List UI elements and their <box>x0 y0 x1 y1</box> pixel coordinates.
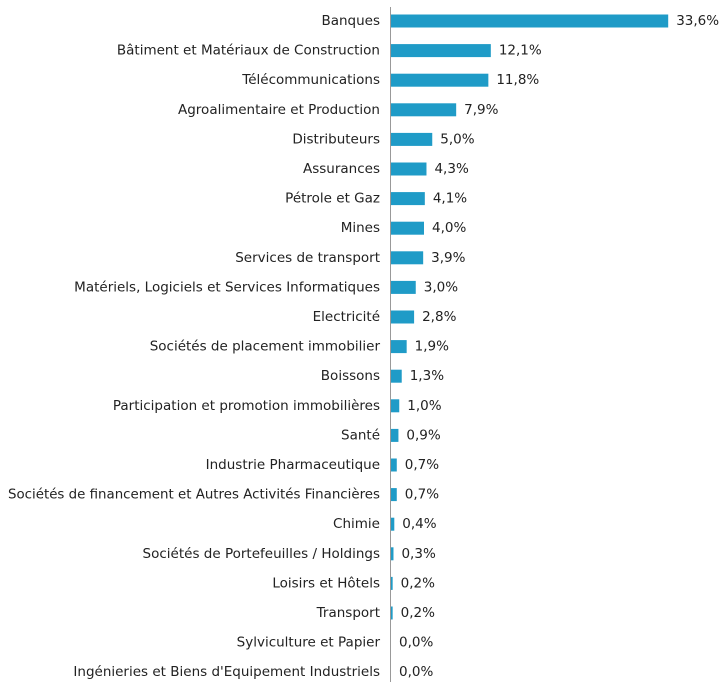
value-label: 12,1% <box>499 43 542 59</box>
category-label: Sylviculture et Papier <box>237 635 381 651</box>
value-label: 1,3% <box>410 368 444 384</box>
category-label: Matériels, Logiciels et Services Informa… <box>74 279 380 295</box>
category-label: Services de transport <box>235 250 380 266</box>
value-label: 0,7% <box>405 487 439 503</box>
bar <box>391 399 400 413</box>
bar <box>391 458 397 472</box>
bar <box>391 280 416 294</box>
value-label: 0,0% <box>399 664 433 680</box>
category-label: Sociétés de financement et Autres Activi… <box>8 487 380 503</box>
bar <box>391 132 433 146</box>
category-label: Assurances <box>303 161 380 177</box>
category-label: Sociétés de Portefeuilles / Holdings <box>143 546 380 562</box>
value-label: 1,0% <box>407 398 441 414</box>
category-label: Bâtiment et Matériaux de Construction <box>117 43 380 59</box>
value-label: 4,1% <box>433 191 467 207</box>
bar <box>391 73 489 87</box>
bar <box>391 606 393 620</box>
category-label: Chimie <box>333 516 380 532</box>
value-label: 0,4% <box>402 516 436 532</box>
bar <box>391 576 393 590</box>
bar <box>391 221 424 235</box>
bar <box>391 547 394 561</box>
value-label: 0,7% <box>405 457 439 473</box>
category-label: Mines <box>341 220 380 236</box>
value-label: 1,9% <box>415 339 449 355</box>
category-label: Agroalimentaire et Production <box>178 102 380 118</box>
value-label: 0,2% <box>401 605 435 621</box>
value-label: 0,3% <box>401 546 435 562</box>
value-label: 0,9% <box>406 427 440 443</box>
category-label: Transport <box>316 605 380 621</box>
value-label: 33,6% <box>676 13 719 29</box>
value-label: 2,8% <box>422 309 456 325</box>
value-label: 0,0% <box>399 635 433 651</box>
category-label: Santé <box>341 427 380 443</box>
category-label: Industrie Pharmaceutique <box>206 457 380 473</box>
bar <box>391 251 424 265</box>
value-label: 5,0% <box>440 131 474 147</box>
category-label: Pétrole et Gaz <box>285 191 380 207</box>
value-label: 7,9% <box>464 102 498 118</box>
category-label: Distributeurs <box>292 131 380 147</box>
value-label: 3,0% <box>424 279 458 295</box>
bar <box>391 517 395 531</box>
bar <box>391 369 402 383</box>
category-label: Electricité <box>313 309 380 325</box>
bar <box>391 310 415 324</box>
bar <box>391 14 669 28</box>
value-label: 4,3% <box>434 161 468 177</box>
bar <box>391 103 457 117</box>
value-label: 3,9% <box>431 250 465 266</box>
bar <box>391 428 399 442</box>
bar <box>391 162 427 176</box>
category-label: Boissons <box>321 368 380 384</box>
value-label: 0,2% <box>401 575 435 591</box>
bar <box>391 340 407 354</box>
category-label: Ingénieries et Biens d'Equipement Indust… <box>73 664 380 680</box>
bar <box>391 44 491 58</box>
category-label: Sociétés de placement immobilier <box>150 339 381 355</box>
category-label: Participation et promotion immobilières <box>113 398 380 414</box>
value-label: 11,8% <box>496 72 539 88</box>
category-label: Banques <box>321 13 380 29</box>
bar <box>391 488 397 502</box>
category-label: Télécommunications <box>241 72 380 88</box>
value-label: 4,0% <box>432 220 466 236</box>
bar <box>391 192 425 206</box>
category-label: Loisirs et Hôtels <box>272 575 380 591</box>
